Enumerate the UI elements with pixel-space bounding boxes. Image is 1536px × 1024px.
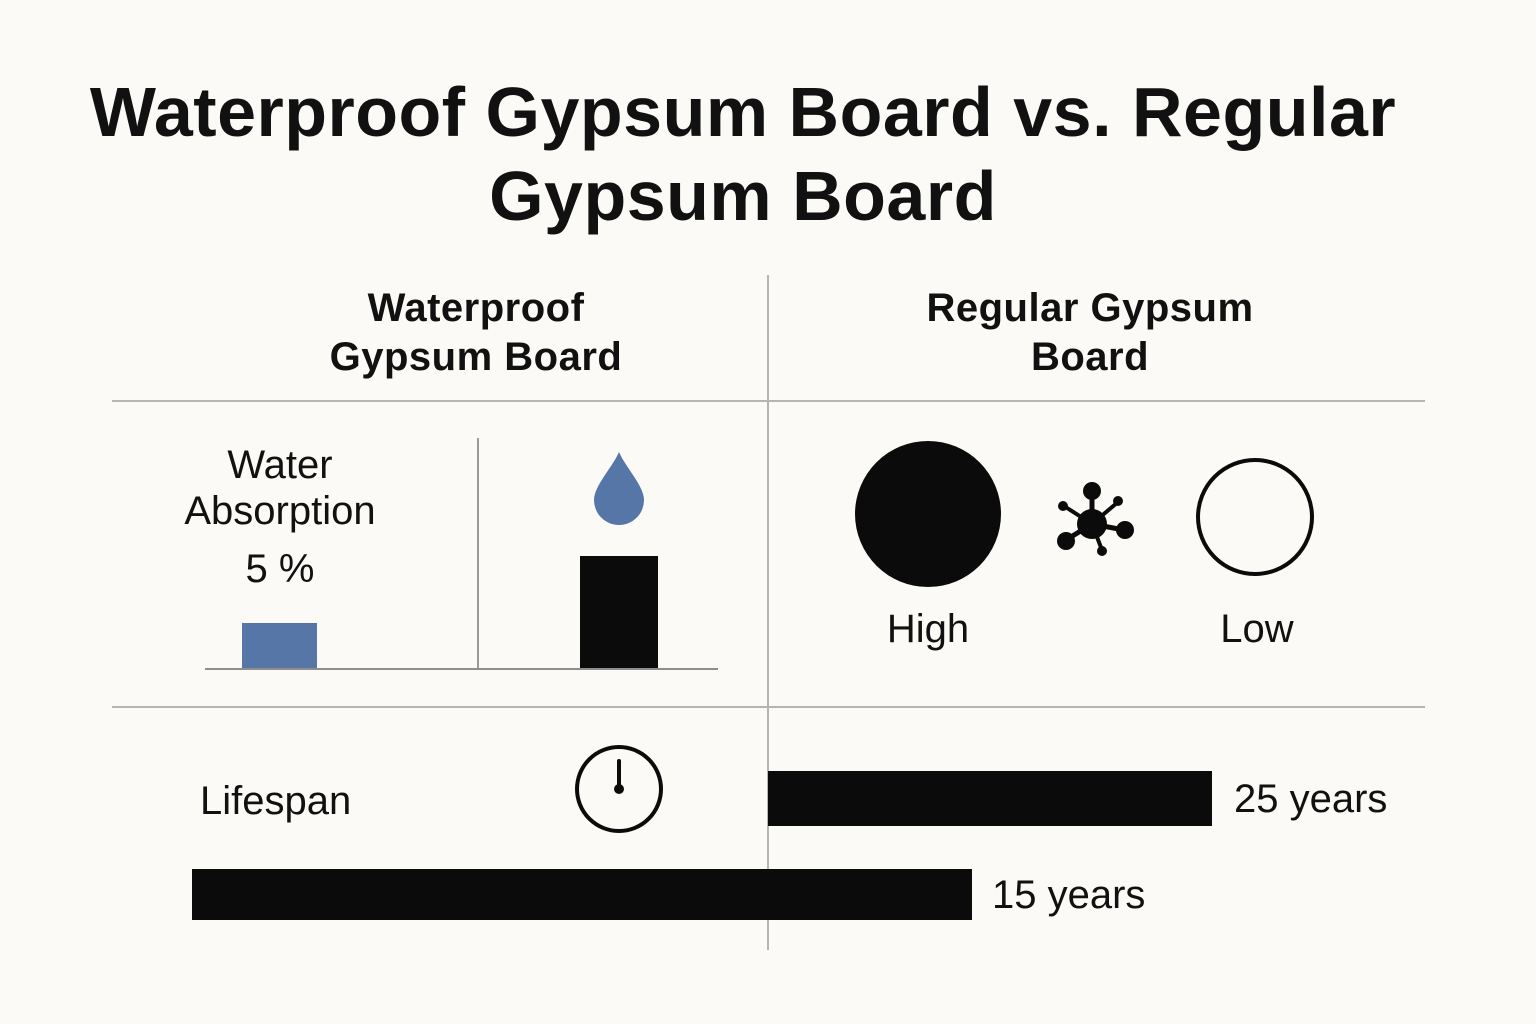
page-title: Waterproof Gypsum Board vs. Regular Gyps…: [89, 73, 1397, 235]
waterproof-lifespan-value: 15 years: [992, 873, 1146, 917]
absorption-chart-divider: [477, 438, 479, 670]
center-divider: [767, 275, 769, 950]
lifespan-label: Lifespan: [200, 779, 352, 823]
regular-absorption-bar: [580, 556, 658, 669]
column-header-waterproof: Waterproof Gypsum Board: [329, 286, 623, 379]
clock-icon: [575, 745, 663, 833]
row-divider: [112, 706, 1425, 708]
regular-lifespan-value: 25 years: [1234, 777, 1388, 821]
molecule-icon: [1057, 482, 1134, 556]
water-drop-icon: [594, 452, 644, 525]
high-circle-icon: [855, 441, 1001, 587]
absorption-baseline: [205, 668, 718, 670]
waterproof-lifespan-bar: [192, 869, 972, 920]
moisture-low-label: Low: [1220, 607, 1294, 651]
water-absorption-value: 5 %: [245, 547, 315, 591]
header-divider: [112, 400, 1425, 402]
water-absorption-label: Water Absorption: [184, 443, 376, 533]
waterproof-absorption-bar: [242, 623, 317, 669]
column-header-regular: Regular Gypsum Board: [926, 286, 1254, 379]
moisture-high-label: High: [886, 607, 970, 651]
regular-lifespan-bar: [768, 771, 1212, 826]
low-circle-icon: [1196, 458, 1314, 576]
